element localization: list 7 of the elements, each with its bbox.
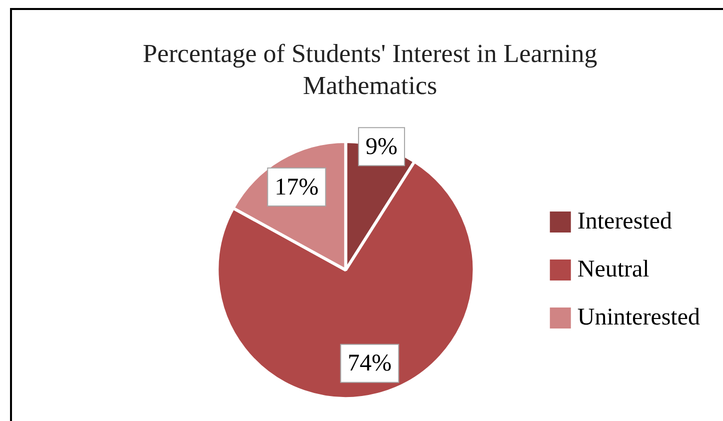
legend-label: Interested — [577, 208, 672, 234]
data-label: 17% — [274, 174, 319, 200]
legend-label: Neutral — [577, 256, 650, 282]
chart-title: Percentage of Students' Interest in Learning Mathematics — [142, 38, 598, 102]
data-label: 74% — [348, 350, 392, 377]
legend-label: Uninterested — [577, 304, 700, 330]
data-label: 9% — [366, 134, 398, 160]
